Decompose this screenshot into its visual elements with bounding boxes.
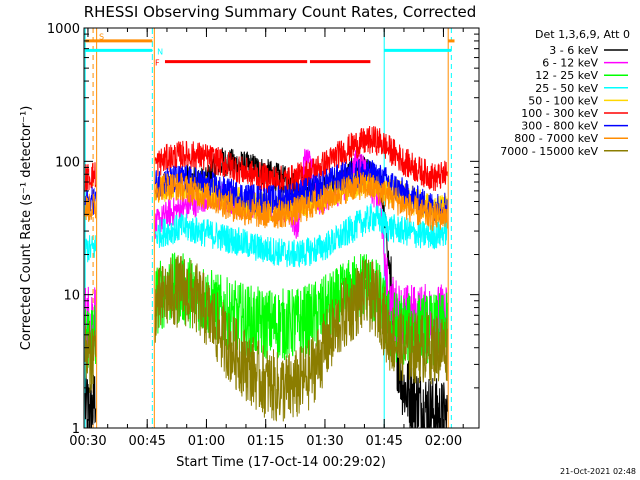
x-tick-label-6: 02:00 xyxy=(425,434,462,449)
legend-label-2: 12 - 25 keV xyxy=(535,69,598,82)
series-line-8 xyxy=(84,255,448,422)
footer-timestamp: 21-Oct-2021 02:48 xyxy=(560,467,636,476)
state-bar-label-1: N xyxy=(157,47,163,56)
x-axis-ticks: 00:30 00:45 01:00 01:15 01:30 01:45 02:00 xyxy=(69,28,464,449)
plot-frame xyxy=(83,27,480,429)
x-tick-label-1: 00:45 xyxy=(128,434,165,449)
y-tick-label-3: 1000 xyxy=(47,22,80,37)
y-axis-ticks: 1 10 100 1000 xyxy=(47,22,479,437)
legend-label-0: 3 - 6 keV xyxy=(549,44,598,57)
x-tick-label-5: 01:45 xyxy=(365,434,402,449)
x-tick-label-4: 01:30 xyxy=(306,434,343,449)
chart-title: RHESSI Observing Summary Count Rates, Co… xyxy=(84,3,477,21)
legend-header: Det 1,3,6,9, Att 0 xyxy=(535,28,630,41)
y-tick-label-0: 1 xyxy=(72,422,80,437)
s-marker-label: S xyxy=(99,33,104,42)
attenuator-state-bars: NF S xyxy=(85,33,455,68)
legend-label-1: 6 - 12 keV xyxy=(542,57,598,70)
x-tick-label-2: 01:00 xyxy=(188,434,225,449)
x-tick-label-3: 01:15 xyxy=(247,434,284,449)
legend-label-7: 800 - 7000 keV xyxy=(514,132,598,145)
legend-label-8: 7000 - 15000 keV xyxy=(500,145,598,158)
legend-label-3: 25 - 50 keV xyxy=(535,82,598,95)
series-lines xyxy=(84,125,448,429)
y-tick-label-1: 10 xyxy=(63,289,80,304)
x-tick-label-0: 00:30 xyxy=(69,434,106,449)
series-line-7 xyxy=(84,170,448,232)
x-axis-label: Start Time (17-Oct-14 00:29:02) xyxy=(176,455,386,470)
y-axis-label: Corrected Count Rate (s⁻¹ detector⁻¹) xyxy=(19,106,34,351)
y-tick-label-2: 100 xyxy=(55,155,80,170)
legend-label-6: 300 - 800 keV xyxy=(521,120,598,133)
legend-label-5: 100 - 300 keV xyxy=(521,107,598,120)
series-line-3 xyxy=(84,203,448,268)
legend-label-4: 50 - 100 keV xyxy=(528,94,598,107)
state-bar-label-2: F xyxy=(155,59,160,68)
